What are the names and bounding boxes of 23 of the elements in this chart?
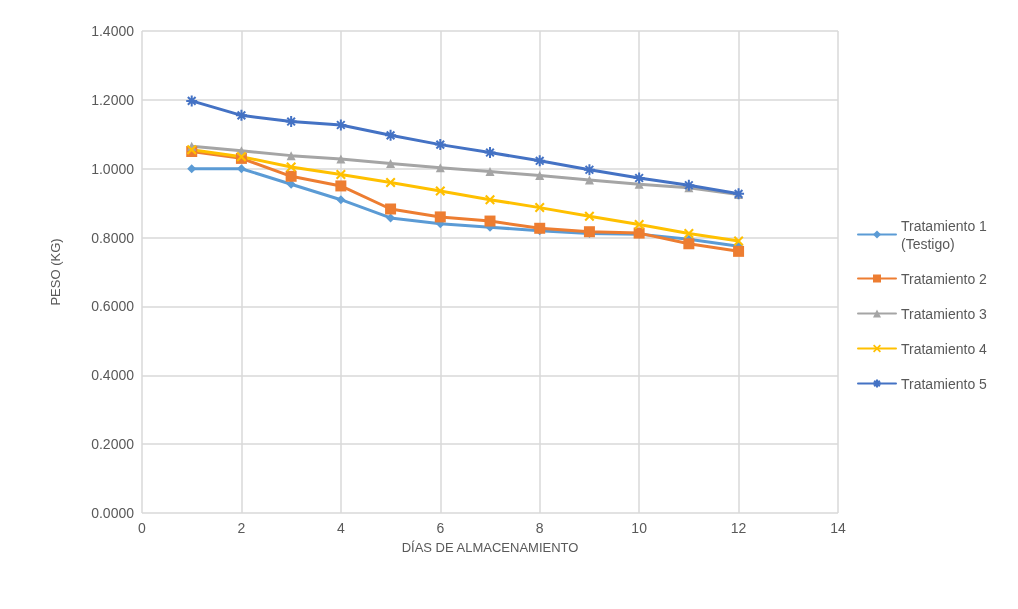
legend-label: Tratamiento 4 (901, 340, 988, 357)
x-tick-label: 10 (631, 520, 648, 536)
y-tick-label: 1.4000 (91, 23, 135, 39)
legend-label: Tratamiento 1 (Testigo) (901, 217, 991, 252)
x-tick-label: 14 (830, 520, 846, 536)
y-tick-label: 0.4000 (91, 367, 135, 384)
y-tick-label: 0.0000 (91, 505, 135, 521)
x-tick-label: 0 (138, 520, 147, 536)
x-tick-label: 12 (730, 520, 747, 536)
x-axis-title: DÍAS DE ALMACENAMIENTO (401, 540, 579, 555)
x-tick-label: 6 (436, 520, 445, 536)
y-tick-label: 0.6000 (91, 298, 135, 315)
y-tick-label: 1.2000 (91, 91, 135, 108)
y-axis-title: PESO (KG) (48, 238, 63, 306)
y-tick-label: 0.8000 (91, 229, 135, 246)
y-tick-label: 0.2000 (91, 436, 135, 453)
x-tick-label: 8 (535, 520, 544, 536)
legend-label: Tratamiento 2 (901, 270, 988, 287)
legend-label: Tratamiento 5 (901, 375, 988, 392)
y-tick-label: 1.0000 (91, 160, 135, 177)
x-tick-label: 4 (336, 520, 345, 536)
legend-label: Tratamiento 3 (901, 305, 988, 322)
x-tick-label: 2 (237, 520, 246, 536)
